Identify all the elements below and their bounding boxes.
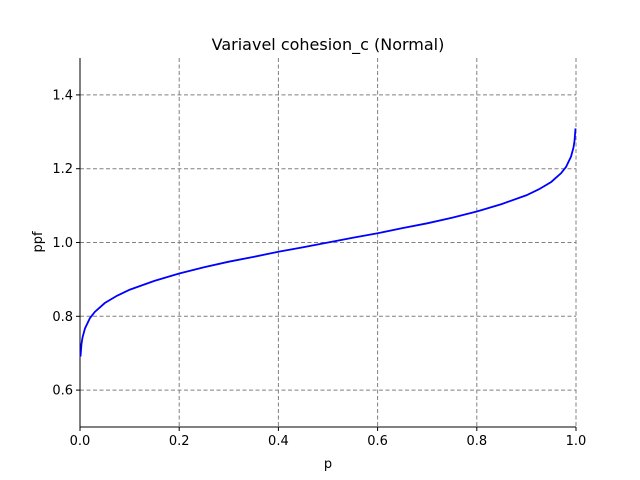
x-tick-label: 0.2 — [169, 434, 190, 449]
x-axis-label: p — [324, 457, 332, 472]
x-tick-label: 0.0 — [70, 434, 91, 449]
ppf-curve — [79, 128, 577, 357]
chart-title: Variavel cohesion_c (Normal) — [212, 35, 445, 55]
y-tick-label: 0.6 — [52, 384, 73, 399]
y-axis-label: ppf — [31, 231, 46, 253]
x-tick-label: 0.4 — [268, 434, 289, 449]
y-tick-label: 1.2 — [52, 162, 73, 177]
x-tick-label: 0.8 — [466, 434, 487, 449]
y-tick-label: 0.8 — [52, 310, 73, 325]
y-tick-label: 1.0 — [52, 236, 73, 251]
y-tick-label: 1.4 — [52, 88, 73, 103]
tick-marks: 0.0 0.2 0.4 0.6 0.8 1.0 0.6 0.8 1.0 1.2 1.4 — [52, 88, 586, 449]
x-tick-label: 1.0 — [566, 434, 587, 449]
x-tick-label: 0.6 — [367, 434, 388, 449]
